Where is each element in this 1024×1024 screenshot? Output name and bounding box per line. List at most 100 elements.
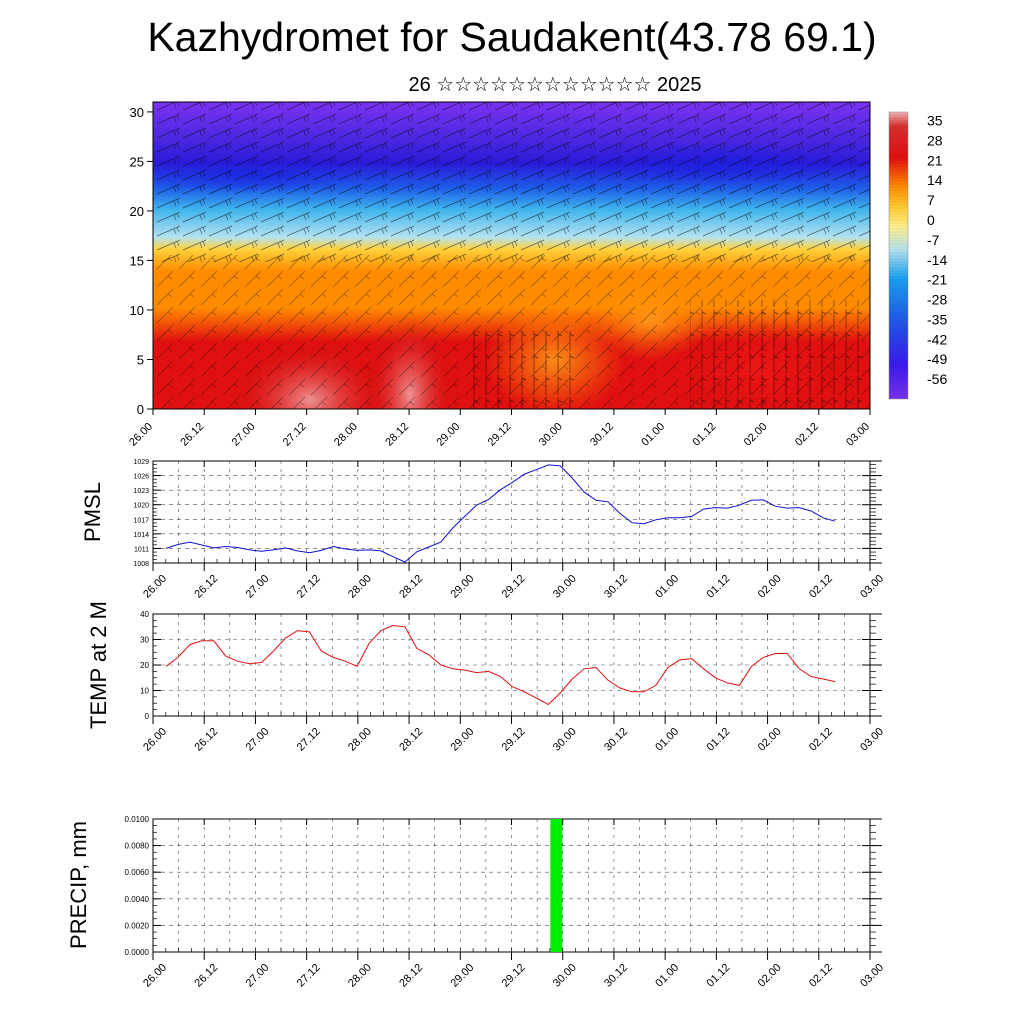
- precip-x-tick-label: 26.00: [141, 962, 169, 990]
- temp-x-tick-label: 02.12: [807, 726, 835, 754]
- precip-x-tick-label: 29.00: [448, 962, 476, 990]
- temp-series-line: [165, 624, 836, 706]
- temp-x-tick-label: 28.00: [346, 726, 374, 754]
- pmsl-x-tick-label: 28.00: [346, 573, 374, 601]
- colorbar-lines: [889, 114, 908, 398]
- temp-panel: TEMP at 2 M 0 10 20 30 40 26.00 26.12 27.00 27.…: [86, 601, 886, 754]
- temp-y-tick-label: 20: [140, 661, 149, 670]
- pmsl-y-tick-label: 1014: [133, 532, 149, 539]
- pmsl-y-tick-label: 1011: [134, 546, 149, 553]
- precip-panel: PRECIP, mm 0.0000 0.0020 0.0040 0.0060 0.008…: [66, 815, 886, 990]
- pmsl-y-tick-label: 1008: [133, 561, 149, 568]
- colorbar: 35 28 21 14 7 0 -7 -14 -21 -28 -35 -42 -49 -56: [888, 111, 947, 400]
- heatmap-x-axis: 26.00 26.12 27.00 27.12 28.00 28.12 29.00 29.12…: [127, 409, 872, 449]
- precip-x-tick-label: 27.00: [244, 962, 272, 990]
- temp-x-tick-label: 27.00: [244, 726, 272, 754]
- colorbar-label: 0: [927, 212, 935, 228]
- colorbar-label: -21: [927, 272, 947, 288]
- colorbar-label: -56: [927, 371, 947, 387]
- temp-x-tick-label: 30.12: [602, 726, 630, 754]
- temp-x-tick-label: 27.12: [295, 726, 323, 754]
- heatmap-panel: 0 5 10 15 20 25 30 26.00 26.12 27.00 27.12 28.00 28…: [127, 101, 872, 449]
- colorbar-label: 35: [927, 113, 943, 129]
- pmsl-x-tick-label: 02.00: [756, 573, 784, 601]
- precip-grid: [152, 819, 871, 952]
- heatmap-y-tick-label: 10: [130, 303, 144, 318]
- precip-x-tick-label: 27.12: [295, 962, 323, 990]
- wind-barbs: [470, 330, 580, 409]
- heatmap-x-tick-label: 01.00: [639, 421, 667, 449]
- precip-bar: [550, 819, 563, 952]
- page-subtitle: 26 ☆☆☆☆☆☆☆☆☆☆☆☆ 2025: [408, 74, 702, 96]
- heatmap-x-tick-label: 01.12: [691, 421, 719, 449]
- heatmap-y-tick-label: 30: [130, 105, 144, 120]
- heatmap-y-axis: 0 5 10 15 20 25 30: [130, 105, 153, 417]
- heatmap-x-tick-label: 29.12: [486, 421, 514, 449]
- temp-x-tick-label: 30.00: [551, 726, 579, 754]
- pmsl-ylabel: PMSL: [80, 482, 105, 542]
- precip-y-tick-label: 0.0000: [125, 948, 150, 957]
- wind-barbs: [690, 300, 870, 409]
- colorbar-label: 21: [927, 152, 943, 168]
- heatmap-y-tick-label: 25: [130, 154, 144, 169]
- colorbar-label: -7: [927, 232, 940, 248]
- temp-x-tick-label: 26.12: [192, 726, 220, 754]
- pmsl-y-tick-label: 1026: [133, 474, 149, 481]
- pmsl-x-tick-label: 30.12: [602, 573, 630, 601]
- precip-y-axis: 0.0000 0.0020 0.0040 0.0060 0.0080 0.0100: [125, 815, 882, 957]
- colorbar-labels: 35 28 21 14 7 0 -7 -14 -21 -28 -35 -42 -49 -56: [927, 113, 947, 388]
- heatmap-x-tick-label: 02.12: [793, 421, 821, 449]
- heatmap-x-tick-label: 28.12: [383, 421, 411, 449]
- pmsl-series-line: [165, 464, 836, 563]
- page-title: Kazhydromet for Saudakent(43.78 69.1): [147, 14, 877, 60]
- temp-grid: [152, 614, 871, 716]
- temp-x-tick-label: 28.12: [397, 726, 425, 754]
- temp-x-tick-label: 29.00: [448, 726, 476, 754]
- heatmap-x-tick-label: 26.12: [178, 421, 206, 449]
- precip-x-axis: 26.00 26.12 27.00 27.12 28.00 28.12 29.00 29.12…: [141, 819, 886, 990]
- precip-x-tick-label: 30.00: [551, 962, 579, 990]
- pmsl-x-tick-label: 29.12: [500, 573, 528, 601]
- colorbar-label: -35: [927, 311, 947, 327]
- heatmap-x-tick-label: 03.00: [844, 421, 872, 449]
- precip-x-tick-label: 28.00: [346, 962, 374, 990]
- precip-y-tick-label: 0.0060: [125, 868, 150, 877]
- precip-x-tick-label: 26.12: [192, 962, 220, 990]
- colorbar-label: 28: [927, 132, 943, 148]
- colorbar-label: -42: [927, 331, 947, 347]
- temp-ylabel: TEMP at 2 M: [86, 601, 111, 729]
- pmsl-y-tick-label: 1023: [133, 488, 149, 495]
- precip-x-tick-label: 03.00: [858, 962, 886, 990]
- precip-y-tick-label: 0.0020: [125, 921, 150, 930]
- temp-x-tick-label: 03.00: [858, 726, 886, 754]
- pmsl-panel: PMSL 1008 1011 1014 1017 1020 1023 1026 1029 26…: [80, 459, 886, 601]
- precip-x-tick-label: 02.12: [807, 962, 835, 990]
- wind-barbs: [153, 102, 870, 262]
- temp-x-tick-label: 26.00: [141, 726, 169, 754]
- heatmap-y-tick-label: 20: [130, 204, 144, 219]
- pmsl-x-tick-label: 26.12: [192, 573, 220, 601]
- temp-y-axis: 0 10 20 30 40: [140, 610, 882, 721]
- temp-x-tick-label: 02.00: [756, 726, 784, 754]
- temp-x-tick-label: 29.12: [500, 726, 528, 754]
- heatmap-x-tick-label: 26.00: [127, 421, 155, 449]
- heatmap-x-tick-label: 30.12: [588, 421, 616, 449]
- colorbar-label: 7: [927, 192, 935, 208]
- temp-y-tick-label: 40: [140, 610, 149, 619]
- heatmap-y-tick-label: 5: [137, 352, 144, 367]
- heatmap-x-tick-label: 28.00: [332, 421, 360, 449]
- precip-x-tick-label: 01.12: [705, 962, 733, 990]
- pmsl-y-tick-label: 1020: [133, 503, 149, 510]
- colorbar-label: -14: [927, 252, 947, 268]
- pmsl-x-tick-label: 01.00: [653, 573, 681, 601]
- precip-y-tick-label: 0.0040: [125, 895, 150, 904]
- colorbar-label: -49: [927, 351, 947, 367]
- pmsl-grid: [152, 461, 871, 563]
- temp-y-tick-label: 10: [140, 687, 149, 696]
- pmsl-x-tick-label: 03.00: [858, 573, 886, 601]
- precip-x-tick-label: 30.12: [602, 962, 630, 990]
- pmsl-y-tick-label: 1017: [133, 517, 149, 524]
- precip-y-tick-label: 0.0080: [125, 842, 150, 851]
- temp-y-tick-label: 30: [140, 636, 149, 645]
